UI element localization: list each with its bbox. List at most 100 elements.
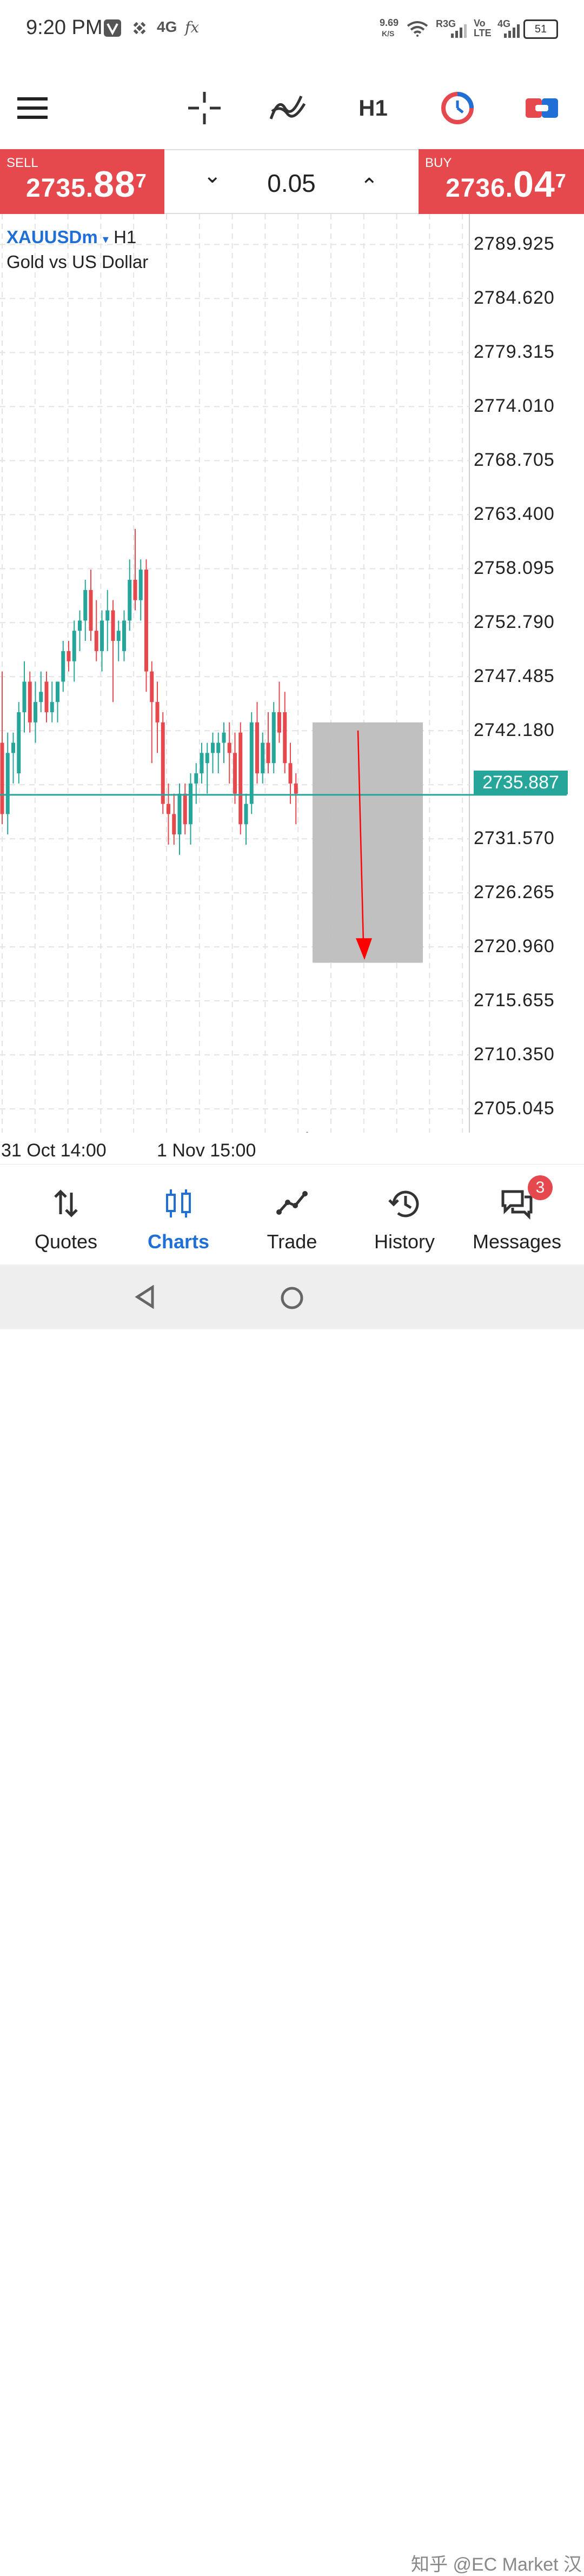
candle-body-bull <box>122 620 126 651</box>
price-axis-label: 2747.485 <box>474 666 555 687</box>
volume-decrease-button[interactable]: ⌄ <box>203 164 222 188</box>
price-axis-label: 2752.790 <box>474 612 555 633</box>
nav-trade[interactable]: Trade <box>238 1165 346 1265</box>
candle-body-bull <box>34 702 37 722</box>
price-axis-label: 2768.705 <box>474 450 555 471</box>
volume-increase-button[interactable]: ⌃ <box>360 175 379 198</box>
candle-body-bull <box>194 773 198 784</box>
nav-charts-label: Charts <box>147 1230 210 1253</box>
net-speed: 9.69 <box>380 17 399 28</box>
menu-button[interactable] <box>11 86 54 130</box>
nav-charts[interactable]: Charts <box>124 1165 233 1265</box>
buy-label: BUY <box>425 156 452 170</box>
candle-body-bear <box>133 579 137 600</box>
symbol-dropdown-icon: ▾ <box>102 232 109 246</box>
price-axis-label: 2779.315 <box>474 342 555 363</box>
messages-icon <box>501 1190 533 1220</box>
candle-body-bull <box>11 742 15 753</box>
candle-body-bull <box>5 753 10 814</box>
price-axis-label: 2705.045 <box>474 1098 555 1119</box>
home-icon[interactable] <box>279 1285 305 1311</box>
candle-body-bear <box>67 651 71 661</box>
candle-body-bull <box>72 631 76 661</box>
time-axis-label: 31 Oct 14:00 <box>1 1140 107 1161</box>
projection-arrow-head <box>356 938 372 960</box>
nav-messages[interactable]: 3 Messages <box>463 1165 571 1265</box>
candle-body-bull <box>211 742 215 753</box>
candle-body-bear <box>283 712 287 764</box>
nav-history[interactable]: History <box>350 1165 459 1265</box>
back-icon[interactable] <box>134 1285 156 1309</box>
price-axis-label: 2742.180 <box>474 720 555 741</box>
price-chart[interactable] <box>0 214 584 1133</box>
trade-icon <box>276 1191 308 1215</box>
price-axis-label: 2784.620 <box>474 287 555 309</box>
symbol-description: Gold vs US Dollar <box>6 252 149 272</box>
volume-control: ⌄ 0.05 ⌃ <box>164 149 419 214</box>
volte-label: Vo LTE <box>474 18 492 38</box>
objects-button[interactable] <box>436 86 479 130</box>
one-click-trade-panel: SELL 2735.887 ⌄ 0.05 ⌃ BUY 2736.047 <box>0 149 584 214</box>
indicator-icon <box>269 96 306 119</box>
candle-body-bull <box>200 753 204 774</box>
v-icon <box>104 19 121 37</box>
candle-body-bull <box>222 732 226 743</box>
indicators-button[interactable] <box>266 86 309 130</box>
sell-price: 2735.887 <box>26 164 147 205</box>
timeframe-button[interactable]: H1 <box>351 86 395 130</box>
candle-body-bull <box>244 804 248 825</box>
projection-arrow-line <box>357 730 364 943</box>
messages-badge: 3 <box>528 1175 553 1200</box>
binance-icon <box>133 22 146 35</box>
price-axis-label: 2789.925 <box>474 233 555 255</box>
candle-body-bull <box>83 590 88 621</box>
history-icon <box>388 1190 419 1217</box>
candle-body-bear <box>294 783 298 794</box>
buy-button[interactable]: BUY 2736.047 <box>419 149 584 214</box>
candle-body-bull <box>177 793 182 835</box>
candle-body-bear <box>111 610 115 641</box>
watermark: 知乎 @EC Market 汉 <box>411 2554 582 2575</box>
candle-body-bull <box>128 579 132 621</box>
candle-body-bull <box>22 681 26 712</box>
candle-body-bull <box>189 783 193 825</box>
price-axis-label: 2726.265 <box>474 882 555 903</box>
price-axis-label: 2715.655 <box>474 990 555 1011</box>
nav-quotes[interactable]: Quotes <box>12 1165 120 1265</box>
menu-icon <box>17 97 48 119</box>
nav-messages-label: Messages <box>472 1230 562 1253</box>
one-click-trading-button[interactable] <box>520 86 563 130</box>
crosshair-button[interactable] <box>183 86 226 130</box>
sell-label: SELL <box>6 156 38 170</box>
candle-body-bear <box>172 814 176 835</box>
quotes-icon <box>54 1189 78 1217</box>
price-axis-label: 2731.570 <box>474 828 555 849</box>
sell-button[interactable]: SELL 2735.887 <box>0 149 164 214</box>
candle-body-bear <box>167 804 170 814</box>
nav-quotes-label: Quotes <box>34 1230 98 1253</box>
candle-body-bull <box>56 681 59 702</box>
volume-value[interactable]: 0.05 <box>267 169 316 197</box>
candle-body-bull <box>216 742 221 753</box>
candle-body-bull <box>39 692 43 702</box>
timeframe-label: H1 <box>359 95 388 121</box>
sim1-label: R3G <box>436 18 456 29</box>
chart-timeframe: H1 <box>114 227 137 247</box>
candle-body-bear <box>144 570 148 672</box>
candle-body-bear <box>233 753 237 794</box>
candle-body-bull <box>205 753 209 764</box>
signal-icon <box>504 24 520 38</box>
price-axis-label: 2763.400 <box>474 504 555 525</box>
chart-symbol-header[interactable]: XAUUSDm ▾ H1 <box>6 227 136 247</box>
clock: 9:20 PM <box>26 16 103 39</box>
projection-box <box>313 722 423 963</box>
price-axis-label: 2758.095 <box>474 558 555 579</box>
candle-body-bull <box>249 722 254 804</box>
candle-body-bull <box>138 570 143 600</box>
candle-body-bear <box>238 732 243 825</box>
candle-body-bull <box>271 712 276 764</box>
net-speed-unit: K/S <box>382 29 395 38</box>
nav-trade-label: Trade <box>267 1230 317 1253</box>
trade-toggle-icon <box>526 98 558 118</box>
current-price-label: 2735.887 <box>474 771 568 794</box>
